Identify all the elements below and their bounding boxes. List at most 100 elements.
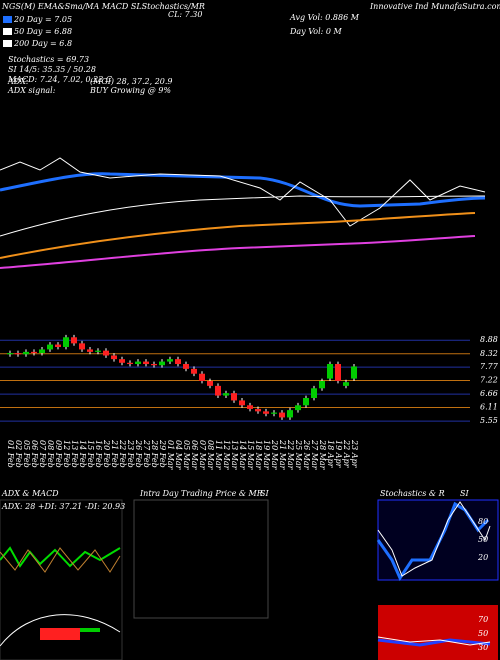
x-tick-label: 12 Mar <box>222 440 231 471</box>
x-tick-label: 02 Feb <box>14 440 23 468</box>
x-tick-label: 28 Mar <box>318 439 327 471</box>
y-tick-label: 8.88 <box>480 335 498 344</box>
candle-body <box>95 350 101 352</box>
y-tick-label: 7.22 <box>480 376 498 385</box>
candle-body <box>199 373 205 381</box>
x-tick-label: 22 Mar <box>286 439 295 471</box>
adx-signal-label: ADX signal: <box>7 86 56 95</box>
day-vol: Day Vol: 0 M <box>289 27 343 36</box>
candle-body <box>271 412 277 414</box>
header: NGS(M) EMA&Sma/MA MACD SLStochastics/MR <box>1 2 205 11</box>
stat: SI 14/5: 35.35 / 50.28 <box>8 65 96 74</box>
x-tick-label: 13 Feb <box>70 440 79 468</box>
candle-body <box>39 349 45 354</box>
candle-body <box>159 361 165 366</box>
close-price: CL: 7.30 <box>168 10 202 19</box>
candle-body <box>183 364 189 369</box>
adx-value: (MGI) 28, 37.2, 20.9 <box>90 77 173 86</box>
candle-body <box>63 337 69 347</box>
x-tick-label: 16 Feb <box>94 440 103 468</box>
legend-swatch <box>3 28 12 35</box>
x-tick-label: 29 Feb <box>158 439 167 468</box>
panel-title: ADX & MACD <box>1 489 59 498</box>
candle-body <box>87 349 93 352</box>
legend-swatch <box>3 16 12 23</box>
macd-line <box>0 614 121 647</box>
candle-body <box>287 410 293 418</box>
x-tick-label: 08 Feb <box>46 440 55 468</box>
stoch-tick: 80 <box>478 517 488 526</box>
candle-body <box>119 359 125 363</box>
avg-vol: Avg Vol: 0.886 M <box>289 13 360 22</box>
site: Innovative Ind MunafaSutra.com <box>369 2 500 11</box>
x-tick-label: 04 Mar <box>174 440 183 471</box>
y-tick-label: 6.11 <box>480 402 498 411</box>
candle-body <box>127 362 133 364</box>
candle-body <box>343 382 349 386</box>
y-tick-label: 5.55 <box>480 416 498 425</box>
candle-body <box>31 351 37 354</box>
ma-200 <box>0 235 476 269</box>
candle-body <box>151 364 157 366</box>
candle-body <box>263 411 269 414</box>
di-line <box>0 547 121 573</box>
candle-body <box>223 393 229 396</box>
adx-line <box>0 546 121 568</box>
x-tick-label: 19 Apr <box>334 440 343 469</box>
x-tick-label: 06 Feb <box>30 440 39 468</box>
candle-body <box>135 361 141 364</box>
adx-label: ADX: <box>7 77 29 86</box>
rsi-tick: 70 <box>478 615 488 624</box>
x-tick-label: 09 Feb <box>54 440 63 468</box>
x-tick-label: 05 Mar <box>182 440 191 471</box>
candle-body <box>55 344 61 347</box>
x-tick-label: 27 Mar <box>310 439 319 471</box>
candle-body <box>335 364 341 381</box>
candle-body <box>351 366 357 379</box>
panel-title: Intra Day Trading Price & MR <box>139 489 263 498</box>
x-tick-label: 13 Mar <box>230 440 239 471</box>
x-tick-label: 07 Mar <box>198 440 207 471</box>
candle-body <box>319 381 325 389</box>
legend-label: 50 Day = 6.88 <box>14 27 72 36</box>
candle-body <box>47 344 53 350</box>
y-tick-label: 7.77 <box>480 362 499 371</box>
ma-50 <box>0 195 486 237</box>
x-tick-label: 21 Feb <box>110 439 119 468</box>
x-tick-label: 14 Feb <box>78 440 87 468</box>
candle-body <box>7 353 13 355</box>
candle-body <box>279 412 285 418</box>
x-tick-label: 11 Mar <box>214 440 223 471</box>
candle-body <box>167 359 173 362</box>
y-tick-label: 8.32 <box>480 349 498 358</box>
candle-body <box>79 343 85 350</box>
adx-values: ADX: 28 +DI: 37.21 -DI: 20.93 <box>1 502 125 511</box>
candle-body <box>103 350 109 356</box>
x-tick-label: 15 Feb <box>86 440 95 468</box>
x-tick-label: 05 Feb <box>22 440 31 468</box>
stat: MACD: 7.24, 7.02, 0.22 C <box>7 75 112 84</box>
legend-label: 20 Day = 7.05 <box>13 15 72 24</box>
legend-label: 200 Day = 6.8 <box>13 39 72 48</box>
x-tick-label: 01 Mar <box>166 440 175 471</box>
candle-body <box>239 400 245 406</box>
x-tick-label: 15 Mar <box>246 440 255 471</box>
x-tick-label: 06 Mar <box>190 440 199 471</box>
adx-signal-value: BUY Growing @ 9% <box>89 86 171 95</box>
stoch-tick: 50 <box>478 535 488 544</box>
panel-title: Stochastics & R <box>380 489 445 498</box>
candle-body <box>207 381 213 386</box>
x-tick-label: 08 Mar <box>206 440 215 471</box>
candle-body <box>327 364 333 379</box>
candle-body <box>295 405 301 411</box>
x-tick-label: 26 Feb <box>134 439 143 468</box>
x-tick-label: 21 Mar <box>278 439 287 471</box>
candle-body <box>71 337 77 344</box>
panel-title: SI <box>260 489 269 498</box>
x-tick-label: 01 Feb <box>6 440 15 468</box>
ma-100 <box>0 212 476 259</box>
y-tick-label: 6.66 <box>480 389 498 398</box>
x-tick-label: 23 Apr <box>350 439 359 469</box>
x-tick-label: 07 Feb <box>38 440 47 468</box>
stoch-tick: 20 <box>477 553 488 562</box>
